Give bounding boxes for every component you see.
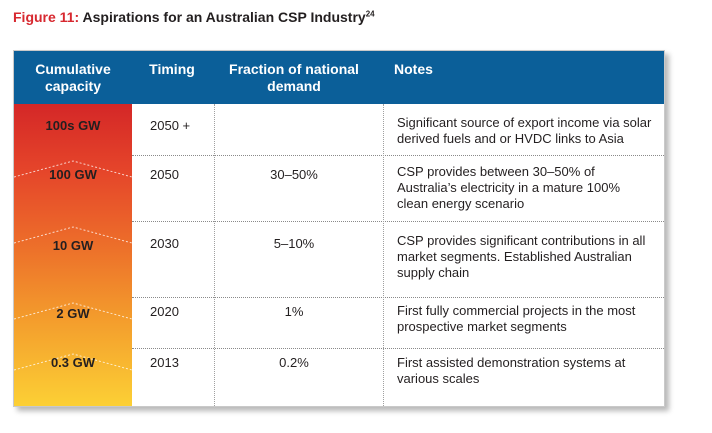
notes-cell: CSP provides significant contributions i…	[397, 233, 646, 280]
fraction-cell: 1%	[284, 304, 304, 319]
chevron-divider	[14, 226, 132, 244]
capacity-2-gw: 2 GW	[56, 306, 90, 321]
timing-cell: 2050 +	[150, 118, 191, 133]
timing-cell: 2030	[150, 236, 179, 251]
chevron-divider	[14, 160, 132, 178]
capacity-0-3-gw: 0.3 GW	[50, 355, 96, 370]
footnote-reference: 24	[365, 9, 375, 19]
capacity-100-gw: 100 GW	[49, 167, 97, 182]
fraction-cell: 5–10%	[273, 236, 315, 251]
row-divider	[132, 348, 664, 349]
capacity-100s-gw: 100s GW	[45, 118, 101, 133]
fraction-cell: 30–50%	[270, 167, 318, 182]
figure-title-text: Aspirations for an Australian CSP Indust…	[82, 9, 366, 25]
header-timing: Timing	[149, 61, 195, 77]
fraction-cell: 0.2%	[279, 355, 309, 370]
header-notes: Notes	[394, 61, 433, 77]
notes-cell: Significant source of export income via …	[397, 115, 652, 146]
notes-cell: First fully commercial projects in the m…	[397, 303, 636, 334]
capacity-10-gw: 10 GW	[52, 238, 94, 253]
capacity-gradient-column	[14, 104, 132, 406]
timing-cell: 2013	[150, 355, 179, 370]
timing-cell: 2020	[150, 304, 179, 319]
row-divider	[132, 297, 664, 298]
row-divider	[132, 155, 664, 156]
column-divider	[383, 104, 384, 406]
table-header: Cumulative capacity Timing Fraction of n…	[14, 51, 664, 104]
timing-cell: 2050	[150, 167, 179, 182]
chevron-divider	[14, 353, 132, 371]
chevron-divider	[14, 302, 132, 320]
figure-number: Figure 11:	[13, 9, 80, 25]
row-divider	[132, 221, 664, 222]
header-cumulative-capacity: Cumulative capacity	[35, 61, 111, 94]
column-divider	[214, 104, 215, 406]
aspirations-table: Cumulative capacity Timing Fraction of n…	[13, 50, 665, 407]
notes-cell: First assisted demonstration systems at …	[397, 355, 626, 386]
header-fraction-of-demand: Fraction of national demand	[229, 61, 359, 94]
figure-title: Figure 11: Aspirations for an Australian…	[13, 9, 375, 25]
notes-cell: CSP provides between 30–50% of Australia…	[397, 164, 621, 211]
